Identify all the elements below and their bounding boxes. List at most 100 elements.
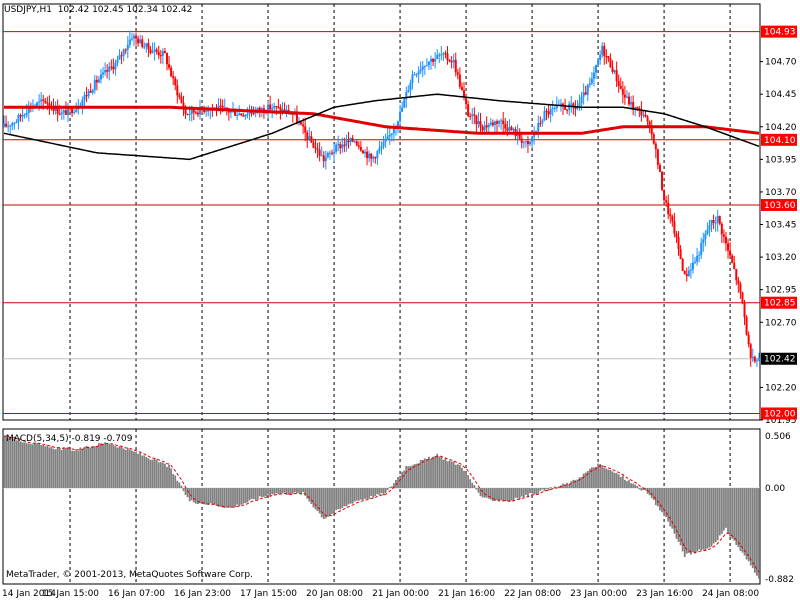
candle-bull xyxy=(580,96,583,104)
candle-bull xyxy=(256,107,259,111)
macd-bar xyxy=(153,458,156,489)
macd-bar xyxy=(568,484,571,489)
candle-bear xyxy=(727,243,730,251)
candle-bear xyxy=(5,123,8,127)
candle-bear xyxy=(318,149,321,156)
candle-bear xyxy=(458,74,461,87)
candle-bear xyxy=(506,128,509,131)
candle-bull xyxy=(415,74,418,76)
macd-bar xyxy=(481,488,484,498)
candle-bull xyxy=(706,229,709,234)
macd-bar xyxy=(727,488,729,534)
candle-bull xyxy=(553,107,556,109)
candle-bear xyxy=(469,116,472,118)
macd-bar xyxy=(706,488,709,549)
moving-average-red xyxy=(4,105,760,135)
candle-bull xyxy=(132,35,135,39)
level-label: 102.85 xyxy=(764,299,796,309)
macd-bar xyxy=(644,488,647,491)
candle-bull xyxy=(9,125,12,127)
macd-bar xyxy=(522,488,525,498)
candle-bear xyxy=(240,113,243,116)
price-tick-label: 103.45 xyxy=(765,221,797,231)
macd-bar xyxy=(593,467,595,489)
candle-bull xyxy=(281,109,284,112)
candle-bear xyxy=(609,58,612,68)
candle-bull xyxy=(487,124,490,128)
candle-bull xyxy=(489,122,492,125)
macd-bar xyxy=(258,488,261,497)
macd-bar xyxy=(120,446,123,489)
candle-bear xyxy=(510,127,513,131)
macd-bar xyxy=(580,477,583,489)
macd-bar xyxy=(227,488,230,507)
candle-bull xyxy=(122,49,125,56)
candle-bear xyxy=(176,85,179,96)
macd-bar xyxy=(411,465,414,489)
candle-bear xyxy=(681,258,684,271)
macd-bar xyxy=(190,488,193,501)
macd-bar xyxy=(215,488,218,506)
candle-bear xyxy=(46,102,49,104)
macd-bar xyxy=(341,488,344,508)
bid-label-bg xyxy=(761,352,797,365)
macd-bar xyxy=(300,488,302,495)
macd-bar xyxy=(463,470,465,489)
macd-bar xyxy=(553,486,556,489)
macd-bar xyxy=(467,475,470,489)
macd-bar xyxy=(209,488,212,504)
candle-bear xyxy=(186,113,189,115)
macd-bar xyxy=(271,488,274,495)
macd-bar xyxy=(370,488,373,496)
macd-bar xyxy=(337,488,340,510)
candle-bull xyxy=(570,103,573,105)
candle-bear xyxy=(654,143,657,150)
macd-bar xyxy=(42,444,45,489)
candle-bull xyxy=(328,152,331,154)
candle-bull xyxy=(438,54,441,56)
macd-bar xyxy=(304,488,307,496)
candle-bear xyxy=(269,104,272,110)
macd-bar xyxy=(252,488,255,500)
macd-bar xyxy=(741,488,744,553)
macd-bar xyxy=(184,488,187,495)
candle-bear xyxy=(19,115,22,117)
macd-bar xyxy=(510,488,513,501)
candle-bear xyxy=(652,134,655,144)
macd-bar xyxy=(628,480,630,489)
macd-bar xyxy=(182,488,185,492)
candle-bull xyxy=(430,59,433,62)
macd-bar xyxy=(650,488,653,499)
macd-bar xyxy=(164,463,166,489)
macd-bar xyxy=(211,488,214,506)
candle-bull xyxy=(704,233,707,240)
candle-bull xyxy=(289,113,292,115)
macd-bar xyxy=(203,488,206,505)
macd-bar xyxy=(609,469,612,489)
price-tick-label: 102.95 xyxy=(765,286,797,296)
macd-bar xyxy=(597,463,599,489)
candle-bear xyxy=(203,109,206,112)
candle-bear xyxy=(615,70,618,82)
candle-bear xyxy=(347,140,350,142)
macd-header: MACD(5,34,5) -0.819 -0.709 xyxy=(6,434,132,444)
candle-bull xyxy=(757,358,760,361)
candle-bull xyxy=(708,225,711,230)
macd-bar xyxy=(230,488,232,508)
candle-bull xyxy=(413,74,416,76)
candle-bull xyxy=(597,60,600,65)
macd-bar xyxy=(607,469,610,489)
candle-bull xyxy=(588,83,591,85)
time-tick-label: 23 Jan 16:00 xyxy=(636,589,693,599)
macd-bar xyxy=(508,488,511,502)
macd-bar xyxy=(3,436,5,489)
candle-bull xyxy=(248,112,251,115)
macd-bar xyxy=(54,449,57,489)
candle-bull xyxy=(341,144,344,149)
macd-bar xyxy=(557,486,560,489)
candle-bull xyxy=(696,255,699,262)
candle-bear xyxy=(444,53,447,55)
macd-bar xyxy=(151,459,154,489)
candle-bull xyxy=(207,110,210,112)
